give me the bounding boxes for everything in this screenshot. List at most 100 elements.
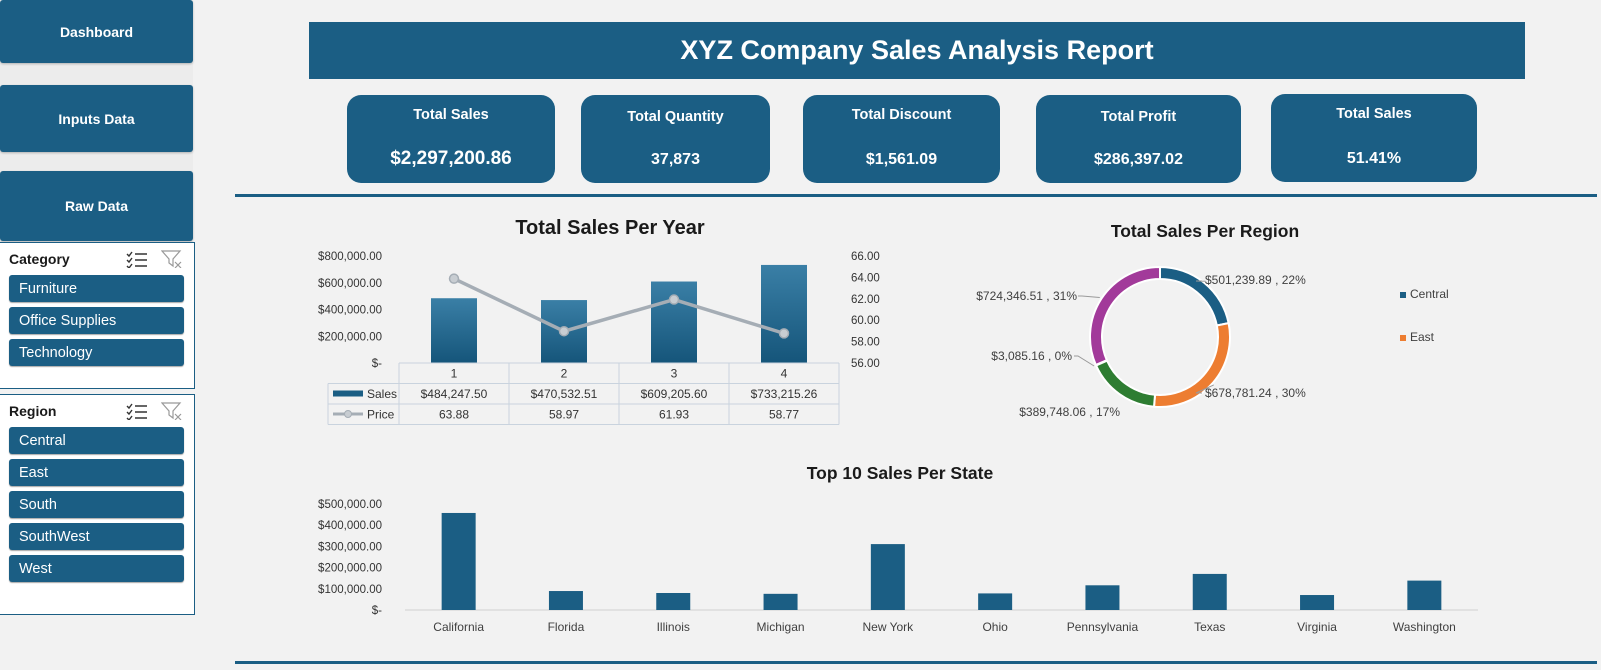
kpi-card-sales-percent: Total Sales 51.41%: [1271, 94, 1477, 182]
y-tick-label: $800,000.00: [318, 251, 382, 263]
legend-label-east: East: [1410, 330, 1435, 344]
slicer-item-furniture[interactable]: Furniture: [9, 275, 184, 302]
chart-title-sales-per-year: Total Sales Per Year: [515, 217, 705, 239]
x-category-label: Michigan: [757, 620, 805, 634]
leader-line: [1078, 295, 1100, 299]
clear-filter-icon[interactable]: [161, 402, 183, 420]
region-slicer-title: Region: [9, 403, 57, 419]
sales-per-year-chart: $800,000.00 $600,000.00 $400,000.00 $200,00…: [318, 251, 880, 425]
multi-select-icon[interactable]: [126, 402, 148, 420]
x-category-label: California: [433, 620, 484, 634]
nav-raw-data-button[interactable]: Raw Data: [0, 171, 193, 241]
y-tick-label: $300,000.00: [318, 541, 382, 553]
multi-select-icon[interactable]: [126, 250, 148, 268]
y-tick-label: $400,000.00: [318, 520, 382, 532]
legend-label-central: Central: [1410, 287, 1449, 301]
doughnut-slice: [1094, 359, 1157, 408]
point-price: [668, 294, 680, 305]
slicer-item-central[interactable]: Central: [9, 427, 184, 454]
kpi-value: 37,873: [651, 151, 700, 168]
bar-state: [978, 593, 1013, 610]
data-label-price: 63.88: [439, 408, 469, 422]
x-category-label: Ohio: [982, 620, 1008, 634]
y-tick-label: $100,000.00: [318, 584, 382, 596]
y2-tick-label: 56.00: [851, 358, 880, 370]
chart-title-top-states: Top 10 Sales Per State: [806, 463, 994, 483]
doughnut-slice: [1089, 265, 1161, 367]
y2-tick-label: 58.00: [851, 337, 880, 349]
x-category-label: Florida: [548, 620, 585, 634]
x-category-label: Washington: [1393, 620, 1456, 634]
y2-tick-label: 66.00: [851, 251, 880, 263]
kpi-label: Total Quantity: [627, 109, 724, 125]
category-slicer-header: Category: [0, 243, 194, 275]
bar-sales: [651, 281, 697, 363]
nav-inputs-data-button[interactable]: Inputs Data: [0, 85, 193, 152]
x-category-label: 4: [781, 367, 788, 381]
nav-dashboard-button[interactable]: Dashboard: [0, 0, 193, 63]
y-tick-label: $200,000.00: [318, 331, 382, 343]
bar-sales: [431, 298, 477, 363]
bar-state: [1300, 595, 1335, 610]
slicer-item-technology[interactable]: Technology: [9, 339, 184, 366]
x-category-label: New York: [862, 620, 914, 634]
bar-state: [1085, 585, 1120, 610]
category-slicer-title: Category: [9, 251, 70, 267]
data-label-sales: $733,215.26: [751, 387, 818, 401]
data-label-price: 61.93: [659, 408, 689, 422]
kpi-value: $286,397.02: [1094, 151, 1183, 168]
y-tick-label: $600,000.00: [318, 278, 382, 290]
data-label-region: $389,748.06 , 17%: [1019, 405, 1120, 419]
bar-state: [656, 593, 691, 610]
data-label-sales: $484,247.50: [421, 387, 488, 401]
kpi-label: Total Profit: [1100, 109, 1177, 125]
bar-state: [763, 593, 798, 610]
divider-bottom: [235, 661, 1597, 664]
bar-state: [1192, 573, 1227, 610]
y2-tick-label: 64.00: [851, 272, 880, 284]
data-label-region: $724,346.51 , 31%: [976, 289, 1077, 303]
kpi-card-total-discount: Total Discount $1,561.09: [803, 95, 1000, 183]
leader-line: [1195, 384, 1214, 394]
x-category-label: Pennsylvania: [1067, 620, 1139, 634]
data-label-sales: $470,532.51: [531, 387, 598, 401]
bar-state: [1407, 580, 1442, 610]
y-tick-label: $-: [372, 605, 382, 617]
region-slicer: Region Central East South SouthWest West: [0, 394, 195, 615]
bar-state: [870, 544, 905, 610]
slicer-item-office-supplies[interactable]: Office Supplies: [9, 307, 184, 334]
top-states-chart: $500,000.00 $400,000.00 $300,000.00 $200,00…: [318, 499, 1478, 634]
clear-filter-icon[interactable]: [161, 250, 183, 268]
legend-key-sales: [333, 390, 363, 397]
y2-tick-label: 62.00: [851, 294, 880, 306]
report-title: XYZ Company Sales Analysis Report: [309, 22, 1525, 79]
x-category-label: 2: [561, 367, 568, 381]
x-category-label: Texas: [1194, 620, 1225, 634]
kpi-card-total-sales: Total Sales $2,297,200.86: [347, 95, 555, 183]
kpi-card-total-profit: Total Profit $286,397.02: [1036, 95, 1241, 183]
slicer-item-southwest[interactable]: SouthWest: [9, 523, 184, 550]
slicer-item-south[interactable]: South: [9, 491, 184, 518]
legend-label-sales: Sales: [367, 387, 397, 401]
kpi-label: Total Sales: [1336, 106, 1412, 122]
data-label-price: 58.77: [769, 408, 799, 422]
data-label-region: $678,781.24 , 30%: [1205, 386, 1306, 400]
slicer-item-east[interactable]: East: [9, 459, 184, 486]
x-category-label: 3: [671, 367, 678, 381]
point-price: [558, 325, 570, 337]
legend-key-east: [1400, 335, 1406, 341]
data-label-price: 58.97: [549, 408, 579, 422]
point-price: [778, 328, 790, 339]
bar-state: [441, 512, 476, 610]
kpi-value: $2,297,200.86: [390, 148, 512, 169]
kpi-value: $1,561.09: [865, 151, 938, 168]
kpi-label: Total Sales: [413, 107, 489, 123]
x-category-label: 1: [451, 367, 458, 381]
y-tick-label: $400,000.00: [318, 305, 382, 317]
x-category-label: Illinois: [657, 620, 690, 634]
slicer-item-west[interactable]: West: [9, 555, 184, 582]
chart-title-sales-per-region: Total Sales Per Region: [1110, 221, 1300, 241]
y-tick-label: $-: [372, 358, 382, 370]
kpi-card-total-quantity: Total Quantity 37,873: [581, 95, 770, 183]
